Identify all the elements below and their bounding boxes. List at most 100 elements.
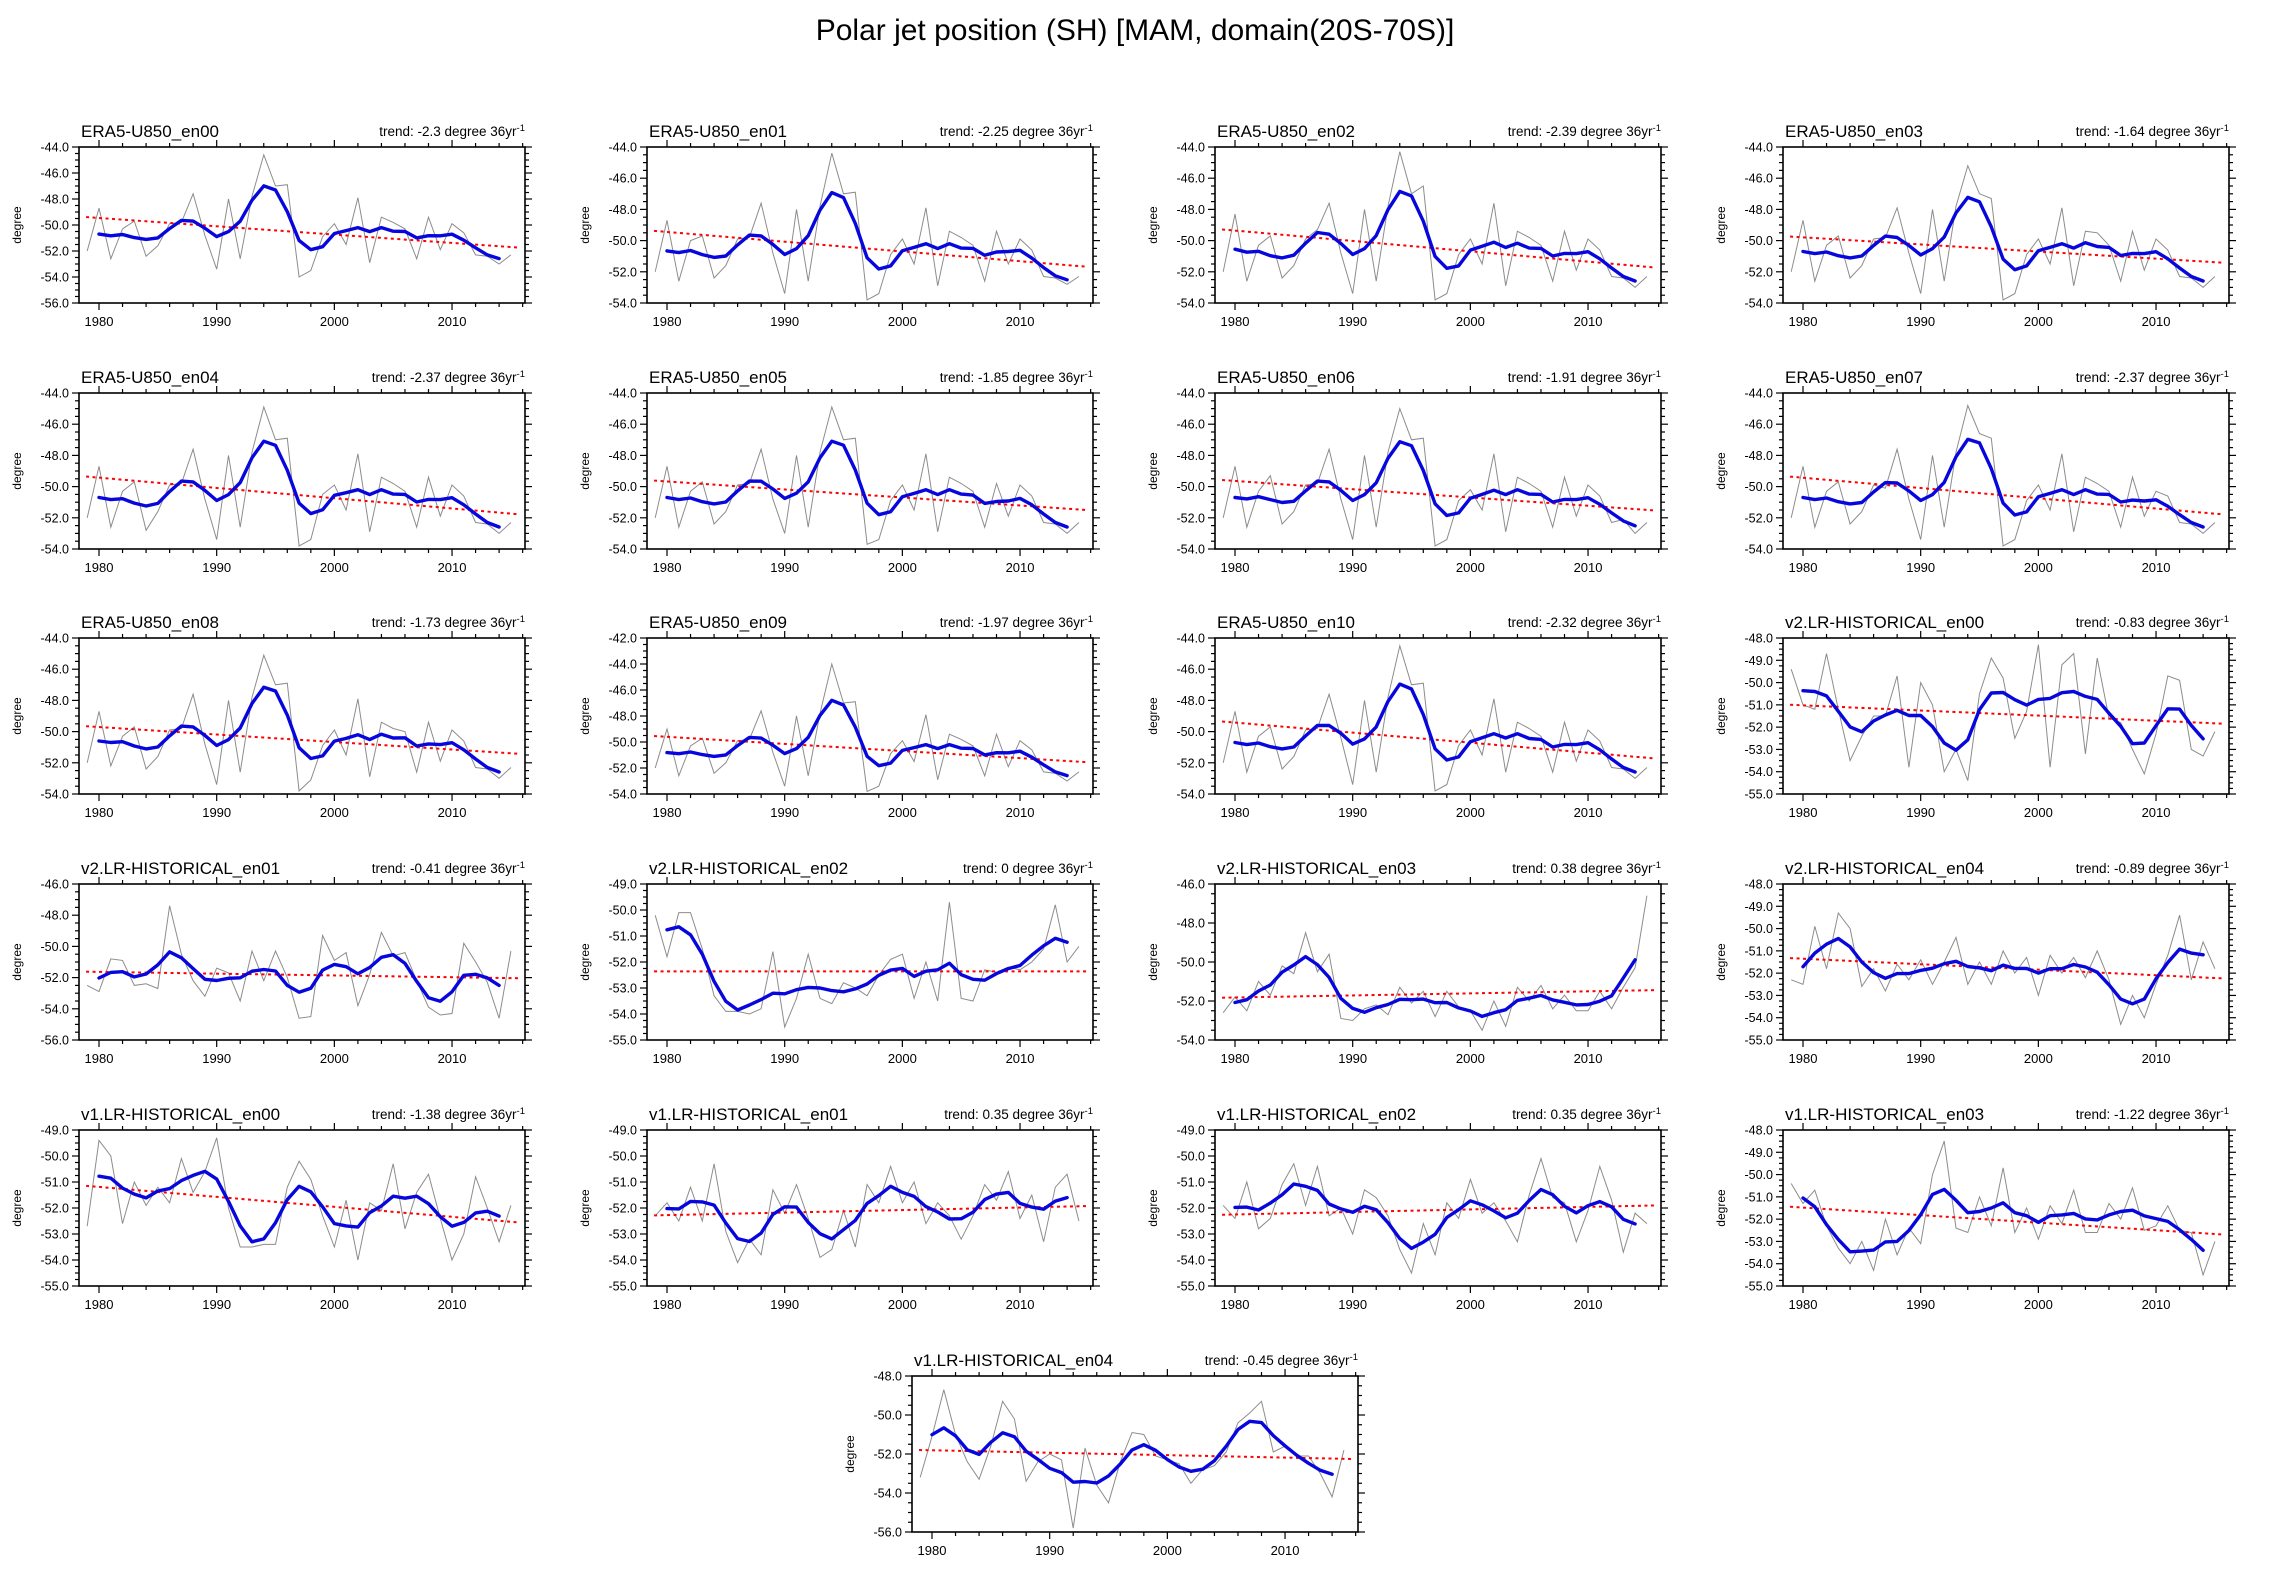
smoothed-series-line [1233, 189, 1637, 283]
series-group [653, 405, 1088, 546]
axis-ticks [72, 1123, 532, 1293]
x-tick-label: 2010 [2142, 560, 2171, 575]
x-tick-label: 2010 [1006, 805, 1035, 820]
trend-line [653, 479, 1088, 512]
panel-title: ERA5-U850_en01 [649, 122, 787, 141]
y-tick-label: -44.0 [1745, 387, 1774, 401]
y-tick-label: -48.0 [41, 909, 70, 923]
panel: ERA5-U850_en10 trend: -2.32 degree 36yr-1… [1146, 613, 1668, 820]
y-tick-label: -50.0 [41, 480, 70, 494]
y-tick-label: -55.0 [41, 1280, 70, 1294]
y-tick-label: -54.0 [41, 1002, 70, 1016]
x-tick-label: 1990 [202, 314, 231, 329]
series-group [1790, 164, 2224, 301]
panel-title: v1.LR-HISTORICAL_en00 [81, 1105, 280, 1124]
trend-annotation: trend: -1.22 degree 36yr-1 [2076, 1106, 2229, 1122]
y-tick-label: -54.0 [1177, 543, 1206, 557]
panel-title: v1.LR-HISTORICAL_en03 [1785, 1105, 1984, 1124]
trend-annotation: trend: 0 degree 36yr-1 [963, 860, 1093, 876]
y-tick-label: -54.0 [41, 271, 70, 285]
panel: v2.LR-HISTORICAL_en02 trend: 0 degree 36y… [578, 859, 1100, 1066]
x-tick-label: 2000 [888, 314, 917, 329]
y-tick-label: -46.0 [1745, 418, 1774, 432]
plot-area [78, 146, 526, 304]
x-tick-label: 2010 [1574, 1051, 1603, 1066]
x-tick-label: 2000 [1456, 805, 1485, 820]
y-tick-label: -50.0 [1177, 725, 1206, 739]
y-tick-label: -52.0 [41, 245, 70, 259]
y-tick-label: -52.0 [1177, 265, 1206, 279]
panel-title: v2.LR-HISTORICAL_en02 [649, 859, 848, 878]
y-axis-title: degree [10, 943, 24, 981]
series-group [86, 905, 520, 1019]
y-tick-label: -54.0 [1177, 1034, 1206, 1048]
axis-ticks [1776, 386, 2236, 556]
y-tick-label: -53.0 [41, 1228, 70, 1242]
y-tick-label: -44.0 [1177, 141, 1206, 155]
y-tick-label: -48.0 [41, 193, 70, 207]
y-tick-label: -48.0 [874, 1370, 903, 1384]
panel: v1.LR-HISTORICAL_en04 trend: -0.45 degree… [843, 1351, 1365, 1558]
x-tick-label: 1980 [1789, 314, 1818, 329]
y-tick-label: -49.0 [609, 878, 638, 892]
x-tick-label: 2000 [320, 560, 349, 575]
smoothed-series-line [97, 950, 501, 1003]
smoothed-series-line [665, 439, 1069, 529]
y-axis-title: degree [1714, 1189, 1728, 1227]
y-tick-label: -48.0 [1177, 917, 1206, 931]
y-tick-label: -50.0 [1745, 234, 1774, 248]
x-tick-label: 2010 [438, 805, 467, 820]
panel-title: v1.LR-HISTORICAL_en01 [649, 1105, 848, 1124]
smoothed-series-line [1801, 689, 2205, 752]
x-tick-label: 1990 [202, 1051, 231, 1066]
x-tick-label: 1990 [770, 314, 799, 329]
y-tick-label: -54.0 [609, 297, 638, 311]
y-tick-label: -48.0 [1745, 1124, 1774, 1138]
x-tick-label: 2010 [438, 314, 467, 329]
trend-line [654, 1205, 1088, 1217]
trend-annotation: trend: -2.3 degree 36yr-1 [379, 123, 525, 139]
y-tick-label: -50.0 [1745, 676, 1774, 690]
y-tick-label: -46.0 [41, 167, 70, 181]
y-tick-label: -53.0 [609, 982, 638, 996]
trend-line [1221, 720, 1656, 760]
axis-ticks [72, 140, 532, 310]
y-tick-label: -53.0 [1745, 989, 1774, 1003]
y-tick-label: -52.0 [874, 1448, 903, 1462]
y-tick-label: -54.0 [609, 543, 638, 557]
x-tick-label: 1990 [1338, 560, 1367, 575]
x-tick-label: 1980 [653, 560, 682, 575]
plot-area [1782, 1129, 2230, 1287]
smoothed-series-line [1801, 437, 2205, 529]
y-tick-label: -55.0 [1745, 1280, 1774, 1294]
x-tick-label: 2010 [438, 1297, 467, 1312]
y-tick-label: -52.0 [609, 265, 638, 279]
panel: v2.LR-HISTORICAL_en03 trend: 0.38 degree … [1146, 859, 1668, 1066]
figure-title: Polar jet position (SH) [MAM, domain(20S… [815, 14, 1455, 47]
smoothed-series-line [97, 685, 501, 774]
y-axis-title: degree [10, 1189, 24, 1227]
y-tick-label: -51.0 [1177, 1176, 1206, 1190]
trend-line [1790, 703, 2224, 725]
y-tick-label: -44.0 [609, 658, 638, 672]
x-tick-label: 2000 [320, 805, 349, 820]
y-tick-label: -52.0 [1745, 511, 1774, 525]
y-tick-label: -46.0 [609, 172, 638, 186]
trend-line [1222, 989, 1656, 999]
panel-title: v2.LR-HISTORICAL_en03 [1217, 859, 1416, 878]
smoothed-series-line [97, 439, 501, 529]
series-group [1221, 643, 1656, 792]
annual-series-line [86, 153, 512, 278]
axis-ticks [72, 386, 532, 556]
panel: ERA5-U850_en04 trend: -2.37 degree 36yr-1… [10, 368, 532, 575]
trend-line [1790, 235, 2224, 264]
x-tick-label: 2000 [1456, 560, 1485, 575]
x-tick-label: 2000 [320, 1051, 349, 1066]
y-tick-label: -52.0 [1177, 756, 1206, 770]
trend-line [85, 1184, 520, 1224]
plot-area [78, 883, 526, 1041]
panel-title: ERA5-U850_en06 [1217, 368, 1355, 387]
x-tick-label: 2010 [2142, 314, 2171, 329]
y-tick-label: -52.0 [1177, 995, 1206, 1009]
y-tick-label: -55.0 [1177, 1280, 1206, 1294]
